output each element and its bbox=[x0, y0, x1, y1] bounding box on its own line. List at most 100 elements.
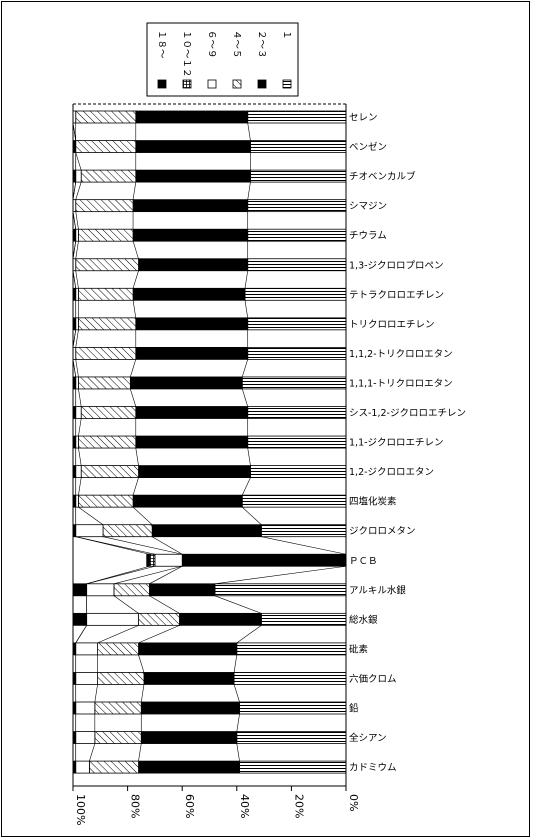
bar-segment bbox=[75, 140, 137, 153]
bar-segment bbox=[113, 583, 150, 597]
connector-line bbox=[130, 359, 137, 378]
connector-lines bbox=[72, 122, 347, 762]
legend: １８～ １０～１２ ６～９ ４～５ ２～３ １ bbox=[146, 22, 299, 97]
bar-segment bbox=[250, 169, 347, 183]
legend-swatch bbox=[157, 79, 167, 89]
bar-segment bbox=[94, 701, 142, 715]
bar-segment bbox=[214, 583, 347, 597]
bar-segment bbox=[236, 731, 347, 744]
connector-line bbox=[247, 448, 251, 466]
category-label: シス-1,2-ジクロロエチレン bbox=[349, 408, 466, 419]
connector-line bbox=[78, 388, 82, 407]
category-label: 砒素 bbox=[349, 643, 369, 655]
connector-line bbox=[102, 536, 183, 555]
bar-segment bbox=[135, 346, 249, 360]
connector-line bbox=[132, 270, 139, 289]
bar-segment bbox=[179, 612, 262, 626]
x-tick-label: 100% bbox=[74, 794, 87, 825]
connector-line bbox=[138, 743, 142, 762]
bar-segment bbox=[260, 612, 347, 626]
bar-segment bbox=[75, 760, 90, 774]
bar-segment bbox=[78, 287, 134, 301]
connector-line bbox=[75, 241, 79, 259]
bar-segment bbox=[80, 169, 137, 183]
category-label: トリクロロエチレン bbox=[349, 319, 435, 330]
connector-line bbox=[75, 152, 82, 171]
category-label: 四塩化炭素 bbox=[349, 496, 397, 508]
connector-line bbox=[132, 182, 137, 200]
connector-line bbox=[236, 743, 240, 762]
connector-line bbox=[94, 684, 98, 703]
x-tick-label: 80% bbox=[129, 794, 142, 818]
connector-line bbox=[132, 477, 139, 496]
connector-line bbox=[78, 477, 82, 496]
bar-segment bbox=[75, 701, 96, 715]
legend-label: ２～３ bbox=[256, 30, 267, 59]
bar-segment bbox=[75, 494, 79, 508]
bar-segment bbox=[149, 583, 216, 597]
connector-line bbox=[130, 388, 137, 407]
connector-line bbox=[86, 565, 150, 585]
bar-segment bbox=[75, 642, 98, 656]
bar-segment bbox=[86, 583, 115, 597]
connector-line bbox=[78, 506, 104, 525]
connector-line bbox=[214, 565, 347, 585]
connector-line bbox=[241, 388, 249, 407]
bar-segment bbox=[75, 376, 79, 390]
bar-segment bbox=[247, 258, 347, 272]
legend-swatch bbox=[282, 79, 292, 89]
bar-segment bbox=[135, 435, 249, 449]
bar-segment bbox=[135, 169, 251, 183]
legend-label: ６～９ bbox=[206, 30, 217, 59]
bar-segment bbox=[78, 435, 137, 449]
category-label: カドミウム bbox=[349, 763, 397, 774]
bar-segment bbox=[233, 672, 347, 685]
bar-segment bbox=[138, 465, 251, 479]
bar-segment bbox=[247, 317, 347, 331]
connector-line bbox=[241, 359, 249, 378]
connector-line bbox=[89, 743, 96, 762]
category-label: 1,1,2-トリクロロエタン bbox=[349, 349, 453, 360]
legend-label: ４～５ bbox=[231, 30, 242, 59]
x-tick-label: 0% bbox=[347, 794, 360, 811]
bar-segment bbox=[250, 140, 347, 153]
bar-segment bbox=[75, 258, 139, 272]
category-label: テトラクロロエチレン bbox=[349, 290, 444, 301]
bar-segment bbox=[78, 376, 131, 390]
bar-segment bbox=[75, 672, 98, 685]
bar-segment bbox=[138, 760, 240, 774]
connector-line bbox=[97, 625, 139, 644]
legend-swatch bbox=[232, 79, 242, 89]
bar-segment bbox=[247, 406, 347, 419]
x-tick-label: 40% bbox=[238, 794, 251, 818]
bar-segment bbox=[80, 465, 139, 479]
legend-swatch bbox=[257, 79, 267, 89]
legend-label: １８～ bbox=[156, 30, 167, 59]
category-label: 1,1-ジクロロエチレン bbox=[349, 438, 444, 449]
bar-segment bbox=[260, 524, 347, 538]
bar-segment bbox=[88, 760, 139, 774]
bar-segment bbox=[75, 110, 137, 124]
connector-line bbox=[75, 211, 79, 230]
connector-line bbox=[75, 359, 79, 377]
connector-line bbox=[236, 713, 240, 732]
connector-line bbox=[78, 418, 82, 437]
category-label: 1,1,1-トリクロロエタン bbox=[349, 378, 453, 389]
bar-segment bbox=[239, 701, 347, 715]
bar-segment bbox=[75, 435, 79, 449]
bars bbox=[72, 110, 347, 774]
bar-segment bbox=[146, 553, 150, 567]
bar-segment bbox=[138, 258, 249, 272]
connector-line bbox=[75, 182, 82, 200]
bar-segment bbox=[132, 287, 246, 301]
bar-segment bbox=[138, 612, 180, 626]
bar-segment bbox=[75, 524, 104, 538]
connector-line bbox=[244, 270, 249, 289]
connector-line bbox=[75, 329, 79, 348]
bar-segment bbox=[86, 612, 139, 626]
bar-segment bbox=[149, 553, 156, 567]
connector-line bbox=[140, 684, 145, 703]
connector-line bbox=[75, 625, 87, 644]
bar-segment bbox=[135, 406, 249, 419]
bar-segment bbox=[151, 524, 262, 538]
